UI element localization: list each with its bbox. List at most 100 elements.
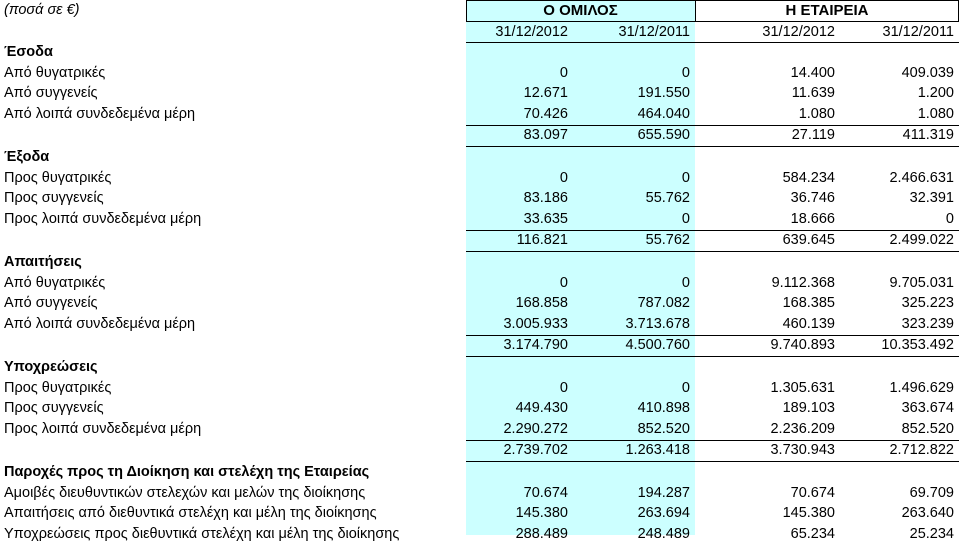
row-label: Προς θυγατρικές: [4, 379, 112, 396]
value-cell: 325.223: [901, 295, 954, 312]
table-row: Από θυγατρικές 0 0 9.112.368 9.705.031: [0, 273, 959, 294]
value-cell: 65.234: [790, 525, 835, 542]
header-row: (ποσά σε €): [0, 0, 959, 21]
value-cell: 145.380: [515, 505, 568, 522]
total-bottom-border: [466, 251, 959, 252]
total-cell: 27.119: [791, 127, 835, 144]
dates-underline: [466, 42, 959, 43]
section-title-row: Υποχρεώσεις: [0, 357, 959, 378]
value-cell: 0: [681, 64, 690, 81]
value-cell: 0: [945, 210, 954, 227]
total-cell: 2.499.022: [889, 232, 954, 249]
value-cell: 263.640: [901, 505, 954, 522]
date-cell: 31/12/2012: [495, 24, 568, 40]
date-cell: 31/12/2011: [618, 24, 691, 40]
value-cell: 3.713.678: [625, 315, 690, 332]
table-row: Από συγγενείς 12.671 191.550 11.639 1.200: [0, 83, 959, 104]
value-cell: 852.520: [901, 420, 954, 437]
table-row: Υποχρεώσεις προς διεθυντικά στελέχη και …: [0, 524, 959, 544]
date-cell: 31/12/2011: [882, 24, 955, 40]
row-label: Υποχρεώσεις προς διεθυντικά στελέχη και …: [4, 525, 400, 542]
row-label: Προς λοιπά συνδεδεμένα μέρη: [4, 210, 202, 227]
value-cell: 2.290.272: [503, 420, 568, 437]
value-cell: 33.635: [523, 210, 568, 227]
section-title: Υποχρεώσεις: [4, 359, 98, 375]
value-cell: 1.080: [798, 105, 835, 122]
value-cell: 25.234: [909, 525, 954, 542]
total-top-border: [466, 125, 959, 127]
value-cell: 70.674: [523, 484, 568, 501]
total-cell: 116.821: [516, 232, 568, 249]
value-cell: 1.200: [917, 85, 954, 102]
unit-note: (ποσά σε €): [4, 2, 80, 18]
total-cell: 1.263.418: [625, 442, 690, 459]
value-cell: 288.489: [515, 525, 568, 542]
table-row: Προς θυγατρικές 0 0 584.234 2.466.631: [0, 168, 959, 189]
value-cell: 852.520: [637, 420, 690, 437]
table-row: Προς θυγατρικές 0 0 1.305.631 1.496.629: [0, 378, 959, 399]
total-row: 116.821 55.762 639.645 2.499.022: [0, 230, 959, 251]
value-cell: 2.236.209: [770, 420, 835, 437]
value-cell: 0: [559, 274, 568, 291]
value-cell: 410.898: [637, 400, 690, 417]
value-cell: 1.496.629: [889, 379, 954, 396]
value-cell: 145.380: [782, 505, 835, 522]
value-cell: 409.039: [901, 64, 954, 81]
value-cell: 12.671: [523, 85, 568, 102]
total-cell: 83.097: [523, 127, 568, 144]
total-cell: 639.645: [782, 232, 835, 249]
value-cell: 248.489: [637, 525, 690, 542]
value-cell: 787.082: [637, 295, 690, 312]
value-cell: 1.080: [917, 105, 954, 122]
value-cell: 168.858: [515, 295, 568, 312]
table-row: Από θυγατρικές 0 0 14.400 409.039: [0, 63, 959, 84]
table-row: Προς λοιπά συνδεδεμένα μέρη 33.635 0 18.666…: [0, 209, 959, 230]
total-bottom-border: [466, 461, 959, 462]
table-row: Αμοιβές διευθυντικών στελεχών και μελών …: [0, 483, 959, 504]
value-cell: 0: [559, 64, 568, 81]
date-cell: 31/12/2012: [762, 24, 835, 40]
value-cell: 9.112.368: [771, 274, 835, 291]
row-label: Προς συγγενείς: [4, 190, 104, 207]
value-cell: 69.709: [909, 484, 954, 501]
table-row: Προς λοιπά συνδεδεμένα μέρη 2.290.272 852.…: [0, 419, 959, 440]
row-label: Προς θυγατρικές: [4, 169, 112, 186]
row-label: Από συγγενείς: [4, 295, 98, 312]
total-cell: 411.319: [902, 127, 954, 144]
total-cell: 4.500.760: [625, 337, 690, 354]
row-label: Αμοιβές διευθυντικών στελεχών και μελών …: [4, 484, 366, 501]
table-row: Από λοιπά συνδεδεμένα μέρη 70.426 464.040 1…: [0, 104, 959, 125]
value-cell: 3.005.933: [503, 315, 568, 332]
total-cell: 55.762: [645, 232, 690, 249]
value-cell: 70.674: [790, 484, 835, 501]
value-cell: 36.746: [790, 190, 835, 207]
table-row: Από συγγενείς 168.858 787.082 168.385 325.22…: [0, 293, 959, 314]
section-title: Απαιτήσεις: [4, 254, 82, 270]
value-cell: 2.466.631: [889, 169, 954, 186]
value-cell: 0: [559, 169, 568, 186]
total-row: 83.097 655.590 27.119 411.319: [0, 125, 959, 146]
value-cell: 263.694: [637, 505, 690, 522]
value-cell: 70.426: [523, 105, 568, 122]
total-top-border: [466, 335, 959, 337]
table-row: Από λοιπά συνδεδεμένα μέρη 3.005.933 3.713…: [0, 314, 959, 335]
total-row: 3.174.790 4.500.760 9.740.893 10.353.492: [0, 335, 959, 356]
total-top-border: [466, 230, 959, 232]
total-cell: 9.740.893: [770, 337, 835, 354]
dates-row: 31/12/2012 31/12/2011 31/12/2012 31/12/2…: [0, 22, 959, 43]
value-cell: 32.391: [909, 190, 954, 207]
section-title-row: Παροχές προς τη Διοίκηση και στελέχη της…: [0, 462, 959, 483]
header-divider: [695, 0, 696, 22]
value-cell: 191.550: [637, 85, 690, 102]
value-cell: 0: [681, 169, 690, 186]
group-header: Ο ΟΜΙΛΟΣ: [543, 2, 618, 19]
value-cell: 1.305.631: [770, 379, 835, 396]
value-cell: 0: [559, 379, 568, 396]
total-cell: 655.590: [637, 127, 690, 144]
section-title-row: Έσοδα: [0, 42, 959, 63]
section-title-row: Έξοδα: [0, 147, 959, 168]
section-title: Έξοδα: [4, 149, 50, 165]
table-row: Απαιτήσεις από διεθυντικά στελέχη και μέ…: [0, 503, 959, 524]
value-cell: 464.040: [637, 105, 690, 122]
row-label: Προς λοιπά συνδεδεμένα μέρη: [4, 420, 202, 437]
